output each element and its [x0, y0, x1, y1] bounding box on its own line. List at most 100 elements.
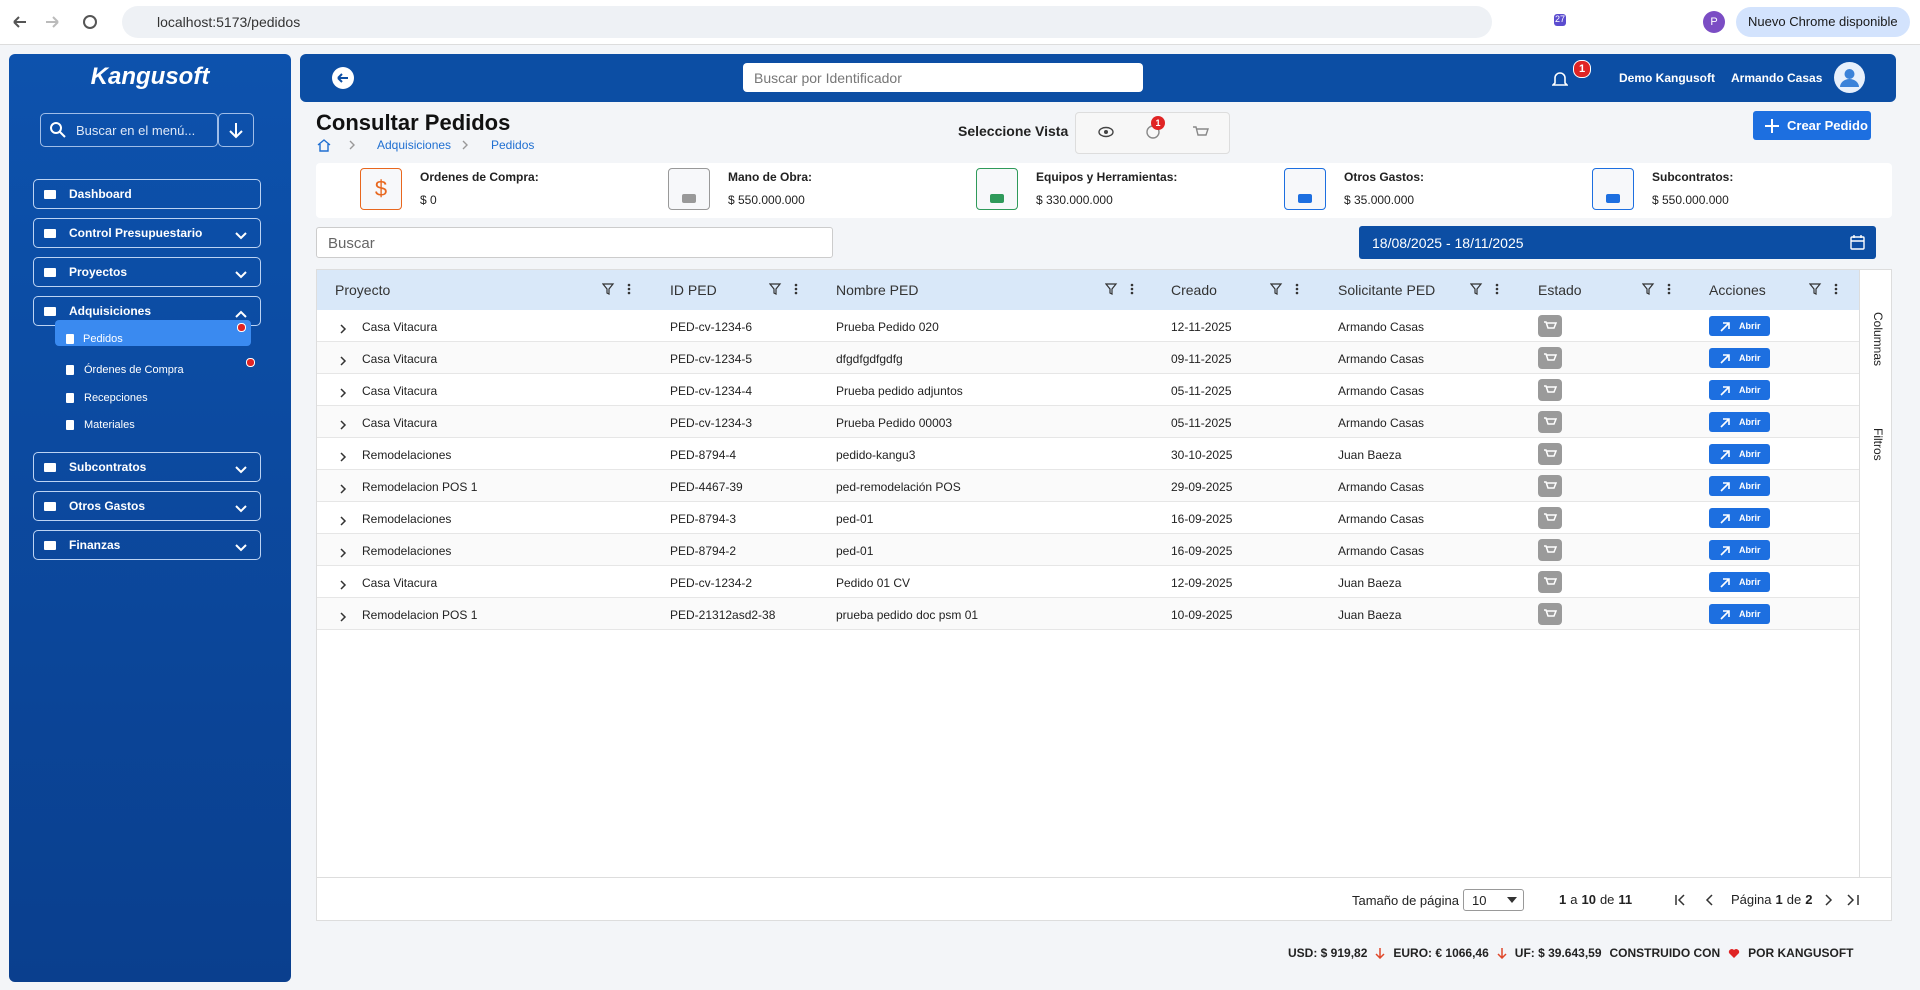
side-tab[interactable]: Filtros [1871, 428, 1885, 461]
address-bar[interactable] [122, 6, 1492, 38]
avatar[interactable] [1834, 62, 1865, 93]
cell: Remodelaciones [362, 448, 452, 462]
cell: 16-09-2025 [1171, 512, 1233, 526]
icon [64, 363, 76, 382]
create-button[interactable] [1753, 111, 1871, 140]
cell: 09-11-2025 [1171, 352, 1232, 366]
icon [1719, 416, 1731, 434]
icon[interactable] [1269, 282, 1302, 301]
menu-item[interactable]: Finanzas [33, 530, 261, 560]
open-button[interactable]: Abrir [1709, 540, 1770, 560]
column-header: Proyecto [335, 282, 391, 298]
icon [1719, 544, 1731, 562]
icon [1719, 352, 1731, 370]
cell: PED-cv-1234-5 [670, 352, 753, 366]
date-range[interactable] [1359, 226, 1876, 259]
icon [1719, 448, 1731, 466]
cell: Prueba Pedido 00003 [836, 416, 953, 430]
icon[interactable] [1641, 282, 1674, 301]
table-row [317, 566, 1859, 598]
icon[interactable] [339, 353, 349, 371]
open-button[interactable]: Abrir [1709, 572, 1770, 592]
icon[interactable] [339, 609, 349, 627]
icon[interactable] [339, 513, 349, 531]
menu-item[interactable]: Control Presupuestario [33, 218, 261, 248]
next-buttons[interactable] [1822, 893, 1862, 907]
icon[interactable] [339, 545, 349, 563]
menu-subitem[interactable]: Materiales [84, 419, 135, 431]
page-size-select[interactable] [1463, 889, 1524, 911]
update-button[interactable]: Nuevo Chrome disponible [1736, 7, 1910, 37]
side-tab[interactable]: Columnas [1871, 312, 1885, 367]
cell: dfgdfgdfgdfg [836, 352, 903, 366]
nav-buttons[interactable] [10, 12, 100, 32]
icon[interactable] [601, 282, 634, 301]
collapse-button[interactable] [218, 113, 254, 147]
range-total: 11 [1618, 892, 1633, 907]
red-dot [237, 323, 246, 332]
icon[interactable] [339, 481, 349, 499]
menu-subitem[interactable]: Órdenes de Compra [84, 364, 184, 376]
sidebar: Kangusoft Buscar en el menú... Dashboard… [9, 54, 291, 982]
id-search[interactable] [743, 63, 1143, 92]
open-button[interactable]: Abrir [1709, 604, 1770, 624]
open-button[interactable]: Abrir [1709, 508, 1770, 528]
back-button[interactable] [331, 66, 355, 90]
icon [64, 391, 76, 410]
open-button-label: Abrir [1739, 385, 1761, 395]
open-button[interactable]: Abrir [1709, 380, 1770, 400]
open-button[interactable]: Abrir [1709, 444, 1770, 464]
icon[interactable] [339, 417, 349, 435]
profile[interactable]: P [1703, 11, 1725, 33]
icon [234, 228, 248, 246]
create-button-label[interactable]: Crear Pedido [1787, 118, 1868, 133]
icon[interactable] [1808, 282, 1841, 301]
bell[interactable] [1552, 70, 1568, 88]
page-title: Consultar Pedidos [316, 110, 511, 135]
menu-item[interactable]: Subcontratos [33, 452, 261, 482]
icon [234, 540, 248, 558]
open-button[interactable]: Abrir [1709, 348, 1770, 368]
open-button[interactable]: Abrir [1709, 476, 1770, 496]
icon[interactable] [339, 449, 349, 467]
icon [1538, 571, 1562, 598]
menu-item[interactable]: Proyectos [33, 257, 261, 287]
icon [1719, 320, 1731, 338]
menu-item[interactable]: Otros Gastos [33, 491, 261, 521]
icon[interactable] [339, 385, 349, 403]
icon [64, 418, 76, 437]
open-button[interactable]: Abrir [1709, 316, 1770, 336]
menu-search[interactable] [40, 113, 218, 147]
breadcrumb[interactable]: Pedidos [491, 138, 535, 152]
view-badge: 1 [1151, 116, 1165, 130]
cell: Pedido 01 CV [836, 576, 911, 590]
url: localhost:5173/pedidos [157, 14, 301, 30]
cell: Armando Casas [1338, 512, 1425, 526]
open-button[interactable]: Abrir [1709, 412, 1770, 432]
table-row [317, 342, 1859, 374]
menu-item-label: Subcontratos [69, 460, 147, 474]
cell: Remodelaciones [362, 512, 452, 526]
menu-subitem[interactable]: Pedidos [83, 333, 123, 345]
date-range-text: 18/08/2025 - 18/11/2025 [1372, 235, 1524, 251]
table-search[interactable] [316, 227, 833, 258]
card-value: $ 550.000.000 [1652, 193, 1729, 207]
extension-badge: 27 [1554, 14, 1566, 26]
icon[interactable] [768, 282, 801, 301]
browser-bar: localhost:5173/pedidos 27 P Nuevo Chrome… [0, 0, 1920, 45]
icon [43, 538, 57, 557]
icon[interactable] [1104, 282, 1137, 301]
footer-divider [317, 877, 1891, 878]
cell: prueba pedido doc psm 01 [836, 608, 979, 622]
cell: 30-10-2025 [1171, 448, 1233, 462]
menu-subitem[interactable]: Recepciones [84, 392, 148, 404]
prev-buttons[interactable] [1674, 893, 1734, 907]
icon [1719, 512, 1731, 530]
icon[interactable] [339, 321, 349, 339]
menu-item[interactable]: Dashboard [33, 179, 261, 209]
card-icon: $ [360, 168, 402, 210]
icon[interactable] [339, 577, 349, 595]
breadcrumb[interactable]: Adquisiciones [377, 138, 452, 152]
icon[interactable] [1469, 282, 1502, 301]
icon [1296, 180, 1314, 220]
